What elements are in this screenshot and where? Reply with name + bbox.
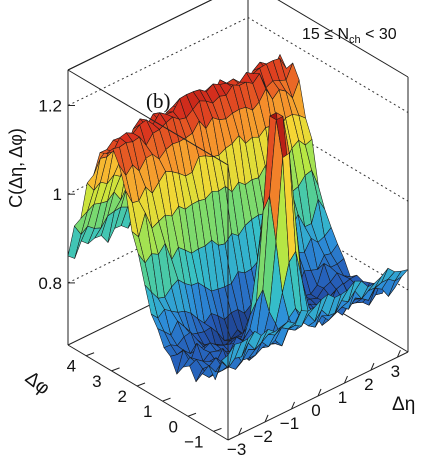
y-tick-label: 1 — [143, 402, 152, 421]
x-tick-label: 3 — [391, 362, 400, 381]
z-tick-label: 1.2 — [38, 97, 62, 116]
axis-tick — [291, 401, 295, 410]
multiplicity-annotation: 15 ≤ Nch < 30 — [302, 26, 397, 46]
z-tick-label: 1 — [53, 185, 62, 204]
axis-tick — [111, 367, 120, 372]
axis-tick — [213, 427, 222, 432]
y-tick-label: −1 — [184, 432, 203, 451]
z-tick-label: 0.8 — [38, 274, 62, 293]
frame-edge — [67, 0, 213, 71]
frame-edge — [67, 69, 229, 166]
x-tick-label: 0 — [311, 401, 320, 420]
x-tick-label: −3 — [227, 440, 246, 459]
x-tick-label: −2 — [253, 427, 272, 446]
axis-tick — [317, 388, 322, 397]
x-tick-label: 1 — [338, 388, 347, 407]
z-axis-label: C(Δη, Δφ) — [6, 128, 26, 208]
surface-mesh — [67, 54, 409, 383]
axis-tick — [344, 375, 348, 384]
annotation-tail: < 30 — [361, 26, 397, 43]
x-tick-label: −1 — [280, 414, 299, 433]
frame-edge — [277, 0, 409, 78]
frame-edge — [67, 0, 213, 71]
annotation-main: 15 ≤ N — [302, 26, 349, 43]
axis-tick — [187, 412, 197, 417]
x-tick-label: 2 — [364, 375, 373, 394]
axis-tick — [264, 414, 269, 423]
y-tick-label: 3 — [92, 372, 101, 391]
axis-tick — [238, 427, 243, 436]
axis-tick — [396, 349, 401, 358]
x-axis-label: Δη — [392, 394, 415, 415]
axis-tick — [136, 382, 146, 387]
y-axis-label: Δφ — [21, 367, 54, 399]
frame-edge — [67, 344, 229, 441]
y-tick-label: 2 — [118, 387, 127, 406]
axis-tick — [162, 397, 171, 402]
panel-label: (b) — [146, 89, 171, 113]
y-tick-label: 0 — [169, 417, 178, 436]
axis-tick — [370, 362, 375, 371]
axis-tick — [85, 352, 95, 357]
annotation-sub: ch — [349, 34, 361, 46]
z-gridline — [67, 16, 409, 113]
y-tick-label: 4 — [67, 357, 76, 376]
surface-cell — [394, 269, 409, 282]
